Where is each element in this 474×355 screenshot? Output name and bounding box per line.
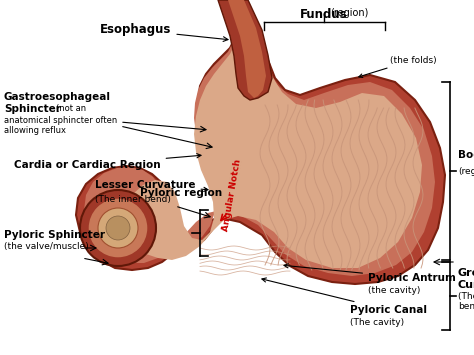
Text: Angular Notch: Angular Notch — [221, 158, 243, 232]
Text: (region): (region) — [330, 8, 368, 18]
Text: (the cavity): (the cavity) — [368, 286, 420, 295]
Text: Gastroesophageal: Gastroesophageal — [4, 92, 111, 102]
Circle shape — [80, 190, 156, 266]
Text: Fundus: Fundus — [300, 8, 347, 21]
Polygon shape — [228, 0, 266, 98]
Text: (not an: (not an — [56, 104, 86, 113]
Text: Sphincter: Sphincter — [4, 104, 61, 114]
Text: (region): (region) — [458, 167, 474, 176]
Text: anatomical sphincter often: anatomical sphincter often — [4, 116, 117, 125]
Text: bend): bend) — [458, 302, 474, 311]
Polygon shape — [76, 14, 445, 284]
Text: Greater: Greater — [458, 268, 474, 278]
Text: Pyloric Antrum: Pyloric Antrum — [284, 264, 456, 283]
Text: (the valve/muscle): (the valve/muscle) — [4, 242, 89, 251]
Text: (The cavity): (The cavity) — [350, 318, 404, 327]
Polygon shape — [124, 18, 422, 268]
Text: Body or corpus: Body or corpus — [458, 150, 474, 160]
Text: Cardia or Cardiac Region: Cardia or Cardiac Region — [14, 154, 201, 170]
Circle shape — [98, 208, 138, 248]
Text: Esophagus: Esophagus — [100, 23, 228, 42]
Text: Pyloric Sphincter: Pyloric Sphincter — [4, 230, 105, 240]
Circle shape — [106, 216, 130, 240]
Circle shape — [88, 198, 148, 258]
Text: Pyloric Canal: Pyloric Canal — [262, 278, 427, 315]
Text: (The inner bend): (The inner bend) — [95, 195, 171, 204]
Text: Lesser Curvature: Lesser Curvature — [95, 180, 208, 191]
Text: (the folds): (the folds) — [359, 55, 437, 77]
Polygon shape — [84, 18, 435, 276]
Text: (The outer: (The outer — [458, 292, 474, 301]
Text: allowing reflux: allowing reflux — [4, 126, 66, 135]
Polygon shape — [218, 0, 272, 100]
Text: Curvature: Curvature — [458, 280, 474, 290]
Text: Pyloric region: Pyloric region — [140, 188, 222, 198]
